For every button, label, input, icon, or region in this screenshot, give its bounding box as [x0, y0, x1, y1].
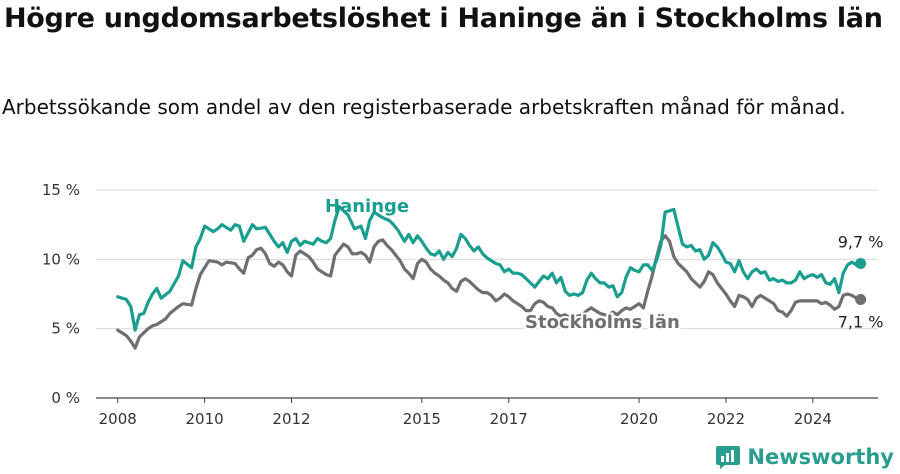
chart-title: Högre ungdomsarbetslöshet i Haninge än i…	[4, 3, 883, 34]
brand-name: Newsworthy	[747, 445, 894, 469]
x-tick-label: 2024	[794, 410, 832, 428]
series-lines	[116, 205, 867, 350]
x-tick-label: 2022	[707, 410, 745, 428]
y-tick-label: 5 %	[51, 320, 80, 338]
series-end-point-stockholms-lan	[855, 294, 867, 306]
y-tick-label: 10 %	[42, 250, 80, 268]
y-tick-label: 15 %	[42, 181, 80, 199]
series-labels: Haninge Stockholms län 9,7 % 7,1 %	[325, 196, 884, 335]
newsworthy-logo-icon	[716, 446, 741, 469]
x-tick-label: 2012	[272, 410, 310, 428]
chart-subtitle: Arbetssökande som andel av den registerb…	[2, 95, 846, 119]
axes: 0 % 5 % 10 % 15 % 2008 2010 2012 2015 2017 2020 20…	[42, 181, 832, 428]
end-value-label-stockholms-lan: 7,1 %	[838, 313, 884, 332]
y-tick-label: 0 %	[51, 389, 80, 407]
series-line-haninge	[116, 205, 863, 332]
x-tick-label: 2010	[186, 410, 224, 428]
x-tick-label: 2015	[403, 410, 441, 428]
end-value-label-haninge: 9,7 %	[838, 232, 884, 251]
series-label-stockholms-lan: Stockholms län	[525, 312, 680, 333]
series-line-stockholms-lan	[116, 234, 863, 350]
x-tick-label: 2008	[99, 410, 137, 428]
x-tick-label: 2017	[490, 410, 528, 428]
series-label-haninge: Haninge	[325, 196, 409, 217]
brand: Newsworthy	[715, 444, 894, 470]
x-tick-label: 2020	[620, 410, 658, 428]
series-end-point-haninge	[855, 257, 867, 269]
